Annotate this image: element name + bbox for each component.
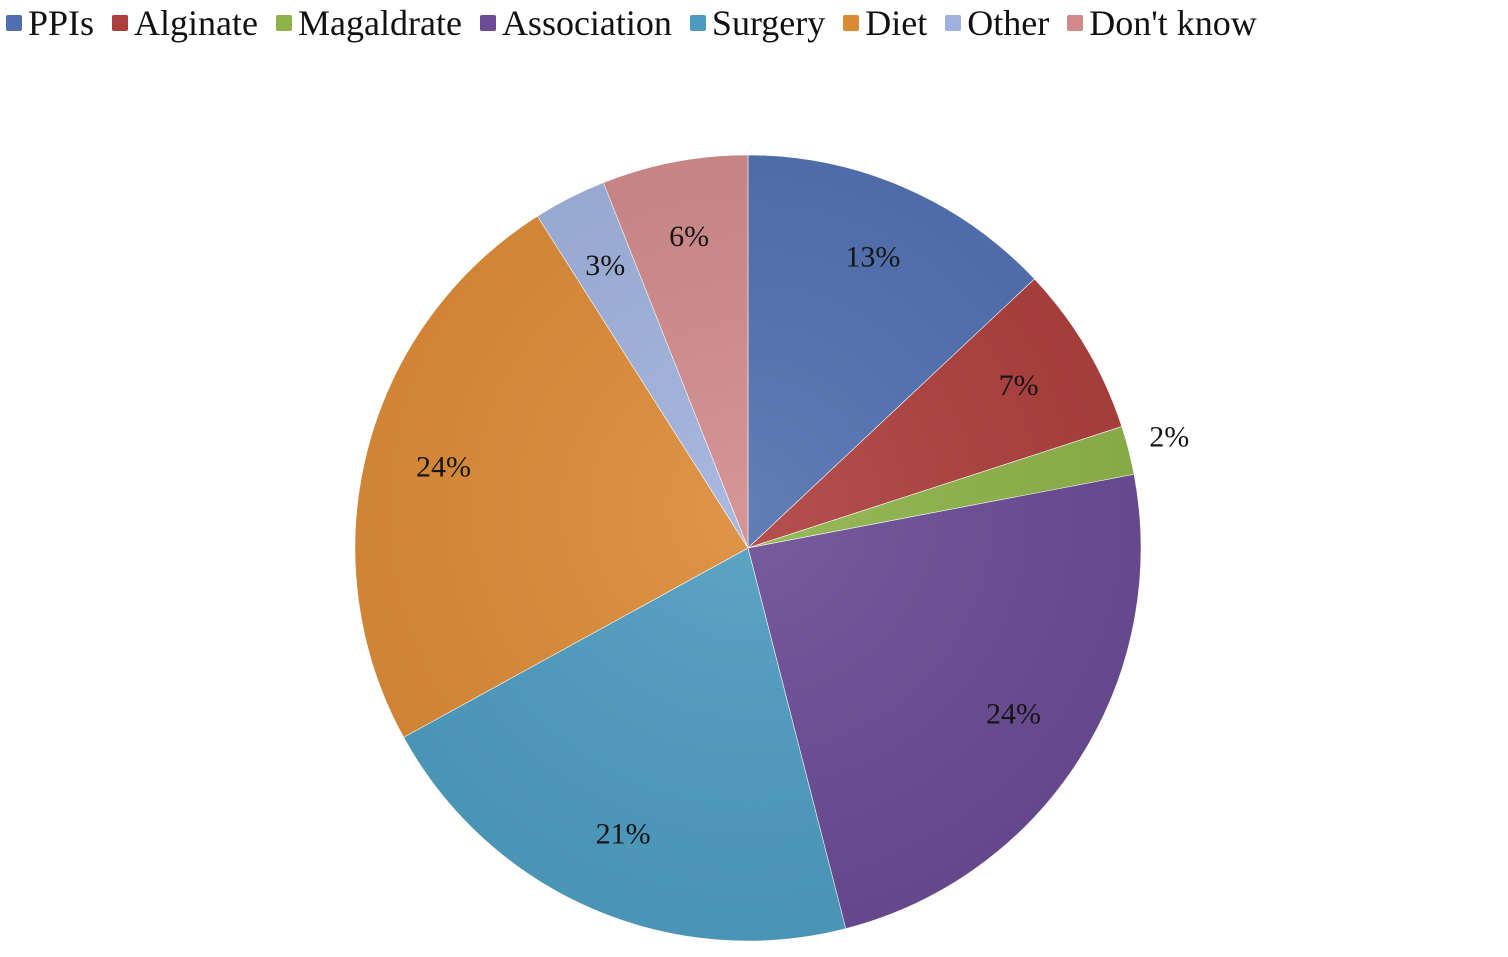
slice-label: 6% [669, 220, 709, 253]
legend-label: Association [501, 3, 672, 43]
legend-label: Diet [865, 3, 928, 43]
legend-item: PPIs [6, 5, 94, 41]
slice-labels: 13% 7% 2% 24% 21% 24% 3% 6% [416, 220, 1189, 850]
pie-slices [354, 154, 1142, 942]
legend-label: Magaldrate [298, 3, 462, 43]
legend-item: Association [479, 3, 672, 43]
slice-label: 13% [845, 240, 900, 273]
legend-label: Don't know [1089, 3, 1257, 43]
legend-swatch [479, 15, 496, 31]
legend-item: Other [945, 5, 1049, 41]
legend-label: Alginate [134, 3, 259, 43]
legend-item: Alginate [112, 5, 258, 41]
legend-label: Surgery [711, 3, 826, 43]
chart-legend: PPIs Alginate Magaldrate Association Surgery… [6, 0, 1275, 46]
slice-label: 24% [986, 697, 1041, 730]
legend-swatch [689, 15, 706, 31]
legend-item: Don't know [1067, 3, 1257, 43]
legend-item: Diet [843, 5, 927, 41]
legend-swatch [276, 15, 293, 31]
slice-label: 21% [596, 817, 651, 850]
legend-item: Magaldrate [276, 5, 462, 41]
legend-label: PPIs [28, 3, 95, 43]
legend-label: Other [967, 3, 1050, 43]
legend-item: Surgery [689, 3, 826, 43]
slice-label: 7% [999, 369, 1039, 402]
slice-label: 24% [416, 451, 471, 484]
legend-swatch [843, 15, 860, 31]
slice-label: 3% [585, 249, 625, 282]
legend-swatch [6, 15, 22, 31]
slice-label: 2% [1149, 421, 1189, 454]
legend-swatch [112, 15, 129, 31]
legend-swatch [1067, 15, 1084, 31]
legend-swatch [945, 15, 962, 31]
